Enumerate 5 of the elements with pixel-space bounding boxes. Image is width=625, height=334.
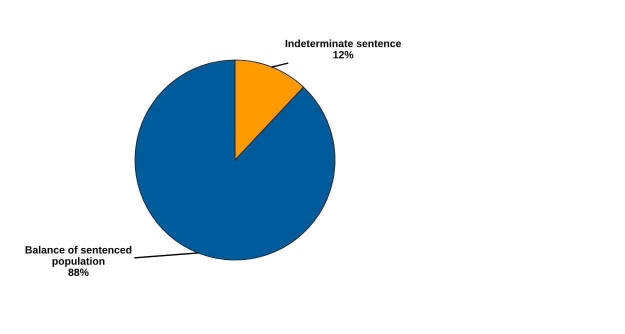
slice-label: Indeterminate sentence (286, 40, 402, 48)
data-label: 12% (333, 51, 354, 58)
data-label: 88% (68, 268, 89, 276)
slice-label: Balance of sentenced population (26, 246, 132, 267)
pie-slice (134, 60, 336, 260)
